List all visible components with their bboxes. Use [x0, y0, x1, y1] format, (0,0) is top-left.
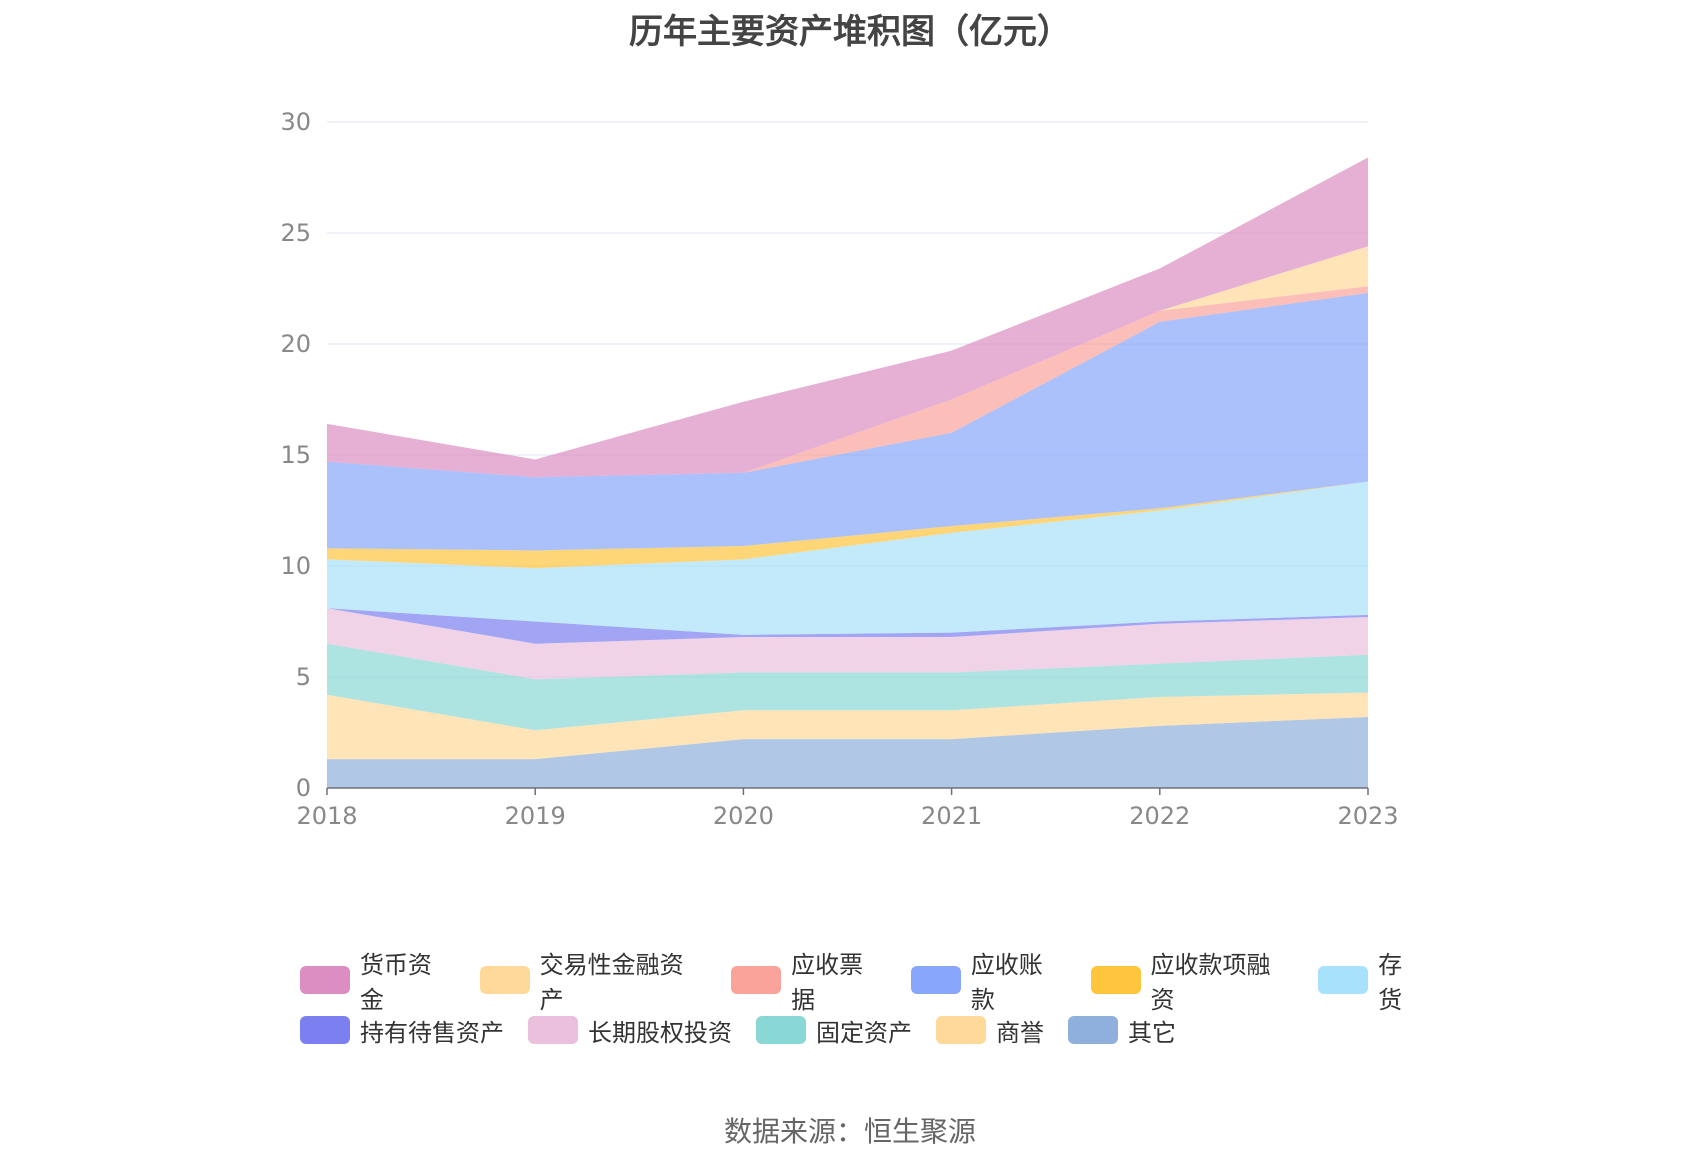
legend-item[interactable]: 持有待售资产 — [300, 1013, 504, 1048]
legend-swatch — [300, 966, 350, 994]
legend-row-1: 货币资金 交易性金融资产 应收票据 应收账款 应收款项融资 存货 — [300, 951, 1450, 1014]
legend-swatch — [479, 966, 530, 994]
legend-item[interactable]: 长期股权投资 — [528, 1013, 732, 1048]
x-tick-label: 2022 — [1129, 802, 1190, 830]
legend-swatch — [1090, 966, 1141, 994]
legend-swatch — [936, 1016, 986, 1044]
x-tick-label: 2023 — [1337, 802, 1398, 830]
legend-label: 长期股权投资 — [588, 1018, 732, 1047]
legend-label: 存货 — [1378, 951, 1403, 1014]
legend-item[interactable]: 货币资金 — [300, 945, 456, 1015]
area-应收票据 — [327, 286, 1368, 478]
y-tick-label: 15 — [280, 441, 311, 469]
legend-label: 其它 — [1128, 1018, 1176, 1047]
y-tick-label: 5 — [296, 663, 311, 691]
legend-label: 应收账款 — [970, 951, 1043, 1014]
legend-item[interactable]: 商誉 — [936, 1013, 1044, 1048]
area-固定资产 — [327, 643, 1368, 731]
legend-swatch — [910, 966, 961, 994]
legend-label: 应收票据 — [791, 951, 864, 1014]
y-tick-label: 10 — [280, 552, 311, 580]
legend: 货币资金 交易性金融资产 应收票据 应收账款 应收款项融资 存货 持有待售资产 长期股权投资… — [300, 951, 1450, 1055]
legend-swatch — [756, 1016, 806, 1044]
legend-item[interactable]: 固定资产 — [756, 1013, 912, 1048]
legend-label: 应收款项融资 — [1150, 951, 1271, 1014]
legend-label: 持有待售资产 — [360, 1018, 504, 1047]
area-应收款项融资 — [327, 481, 1368, 569]
legend-label: 固定资产 — [816, 1018, 912, 1047]
y-tick-label: 20 — [280, 330, 311, 358]
area-其它 — [327, 716, 1368, 788]
legend-swatch — [1068, 1016, 1118, 1044]
legend-row-2: 持有待售资产 长期股权投资 固定资产 商誉 其它 — [300, 1005, 1450, 1055]
x-tick-label: 2020 — [713, 802, 774, 830]
y-tick-label: 0 — [296, 774, 311, 802]
legend-item[interactable]: 存货 — [1318, 945, 1426, 1015]
x-tick-label: 2021 — [921, 802, 982, 830]
legend-swatch — [731, 966, 782, 994]
area-货币资金 — [327, 157, 1368, 478]
chart-title: 历年主要资产堆积图（亿元） — [629, 12, 1071, 52]
area-应收账款 — [327, 292, 1368, 551]
data-source: 数据来源：恒生聚源 — [723, 1115, 976, 1148]
legend-swatch — [300, 1016, 350, 1044]
legend-item[interactable]: 应收账款 — [910, 945, 1067, 1015]
x-tick-label: 2018 — [296, 802, 357, 830]
legend-label: 货币资金 — [359, 951, 432, 1014]
legend-item[interactable]: 应收票据 — [731, 945, 887, 1015]
legend-item[interactable]: 交易性金融资产 — [479, 945, 708, 1015]
y-tick-label: 25 — [280, 219, 311, 247]
x-tick-label: 2019 — [505, 802, 566, 830]
stacked-area-chart: 0 5 10 15 20 25 30 2018 2019 2020 2021 2022 2023 — [280, 108, 1398, 830]
area-商誉 — [327, 692, 1368, 760]
area-持有待售资产 — [327, 608, 1368, 644]
area-长期股权投资 — [327, 608, 1368, 680]
legend-label: 交易性金融资产 — [539, 951, 684, 1014]
legend-item[interactable]: 应收款项融资 — [1090, 945, 1295, 1015]
y-tick-label: 30 — [280, 108, 311, 136]
legend-label: 商誉 — [996, 1018, 1044, 1047]
legend-swatch — [528, 1016, 578, 1044]
area-存货 — [327, 481, 1368, 635]
legend-item[interactable]: 其它 — [1068, 1013, 1176, 1048]
legend-swatch — [1318, 966, 1369, 994]
